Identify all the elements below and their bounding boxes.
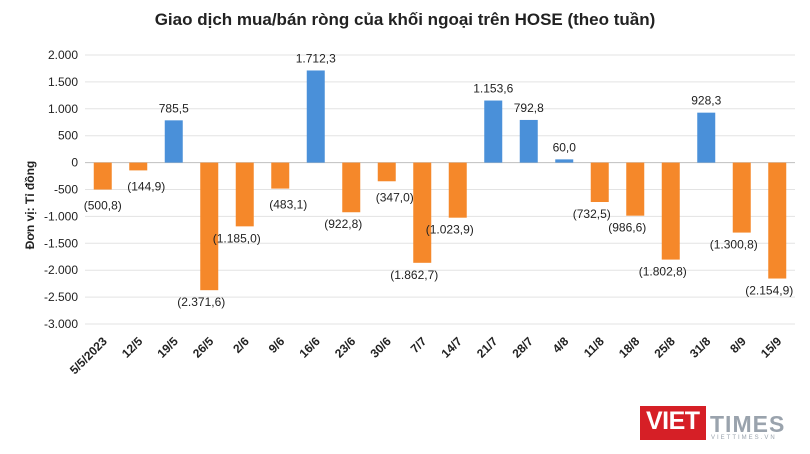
- viettimes-logo: VIET TIMES VIETTIMES.VN: [640, 404, 796, 442]
- bar: [271, 162, 290, 189]
- x-tick-label: 14/7: [438, 334, 465, 361]
- bar: [590, 162, 609, 203]
- x-axis-ticks: 5/5/2023 12/5 19/5 26/5 2/6 9/6 16/6 23/6 30/6 7/…: [67, 334, 785, 377]
- data-label: (347,0): [376, 190, 414, 204]
- bar: [377, 162, 396, 182]
- data-label: 1.153,6: [473, 82, 513, 96]
- x-tick-label: 31/8: [687, 334, 714, 361]
- y-tick-label: 500: [58, 129, 78, 143]
- x-tick-label: 28/7: [509, 334, 536, 361]
- y-tick-label: 2.000: [48, 48, 78, 62]
- bar: [306, 70, 325, 163]
- data-labels: (500,8) (144,9) 785,5 (2.371,6) (1.185,0) (48…: [84, 51, 794, 309]
- bar: [661, 162, 680, 260]
- bar: [732, 162, 751, 233]
- bar: [768, 162, 787, 279]
- data-label: (1.300,8): [710, 238, 758, 252]
- bar: [342, 162, 361, 213]
- y-tick-label: -3.000: [44, 317, 78, 331]
- data-label: (500,8): [84, 199, 122, 213]
- chart-title: Giao dịch mua/bán ròng của khối ngoại tr…: [154, 10, 656, 29]
- bars: [93, 70, 787, 291]
- data-label: (483,1): [269, 198, 307, 212]
- x-tick-label: 9/6: [266, 334, 288, 356]
- x-tick-label: 2/6: [230, 334, 252, 356]
- x-tick-label: 26/5: [190, 334, 217, 361]
- bar: [519, 119, 538, 163]
- data-label: (144,9): [127, 179, 165, 193]
- x-tick-label: 16/6: [296, 334, 323, 361]
- x-tick-label: 30/6: [367, 334, 394, 361]
- x-tick-label: 23/6: [332, 334, 359, 361]
- data-label: (1.185,0): [213, 231, 261, 245]
- data-label: (2.154,9): [745, 284, 793, 298]
- x-tick-label: 11/8: [581, 334, 607, 360]
- bar: [164, 120, 183, 163]
- data-label: (986,6): [608, 221, 646, 235]
- y-axis-label: Đơn vị: Tỉ đồng: [23, 161, 37, 250]
- y-tick-label: 1.500: [48, 75, 78, 89]
- bar: [697, 112, 716, 163]
- x-tick-label: 21/7: [474, 334, 501, 361]
- bar: [413, 162, 432, 263]
- y-tick-label: -500: [54, 183, 78, 197]
- data-label: 785,5: [159, 101, 189, 115]
- y-axis-ticks: 2.000 1.500 1.000 500 0 -500 -1.000 -1.500 -2.00…: [44, 48, 78, 331]
- y-tick-label: -2.500: [44, 290, 78, 304]
- gridlines: [85, 54, 795, 325]
- data-label: 792,8: [514, 101, 544, 115]
- x-tick-label: 19/5: [154, 334, 181, 361]
- data-label: (922,8): [324, 217, 362, 231]
- x-tick-label: 15/9: [758, 334, 785, 361]
- logo-word-times: TIMES: [710, 411, 786, 437]
- bar: [555, 159, 574, 163]
- data-label: (2.371,6): [177, 295, 225, 309]
- x-tick-label: 18/8: [616, 334, 643, 361]
- bar: [129, 162, 148, 171]
- x-tick-label: 8/9: [727, 334, 749, 356]
- data-label: (1.862,7): [390, 268, 438, 282]
- data-label: (732,5): [573, 207, 611, 221]
- data-label: 928,3: [691, 94, 721, 108]
- bar: [448, 162, 467, 218]
- x-tick-label: 12/5: [119, 334, 146, 361]
- data-label: (1.802,8): [639, 265, 687, 279]
- bar: [235, 162, 254, 227]
- y-tick-label: 0: [71, 156, 78, 170]
- y-tick-label: -2.000: [44, 263, 78, 277]
- bar: [200, 162, 219, 291]
- y-tick-label: -1.500: [44, 236, 78, 250]
- logo-word-viet: VIET: [646, 407, 700, 435]
- y-tick-label: -1.000: [44, 209, 78, 223]
- x-tick-label: 25/8: [651, 334, 678, 361]
- data-label: 60,0: [553, 140, 577, 154]
- logo-red-box: [640, 406, 706, 440]
- y-tick-label: 1.000: [48, 102, 78, 116]
- data-label: 1.712,3: [296, 51, 336, 65]
- logo-tagline: VIETTIMES.VN: [711, 435, 777, 441]
- x-tick-label: 7/7: [408, 334, 430, 356]
- x-tick-label: 5/5/2023: [67, 334, 110, 377]
- data-label: (1.023,9): [426, 223, 474, 237]
- bar: [626, 162, 645, 216]
- bar: [484, 100, 503, 163]
- bar: [93, 162, 112, 190]
- x-tick-label: 4/8: [550, 334, 572, 356]
